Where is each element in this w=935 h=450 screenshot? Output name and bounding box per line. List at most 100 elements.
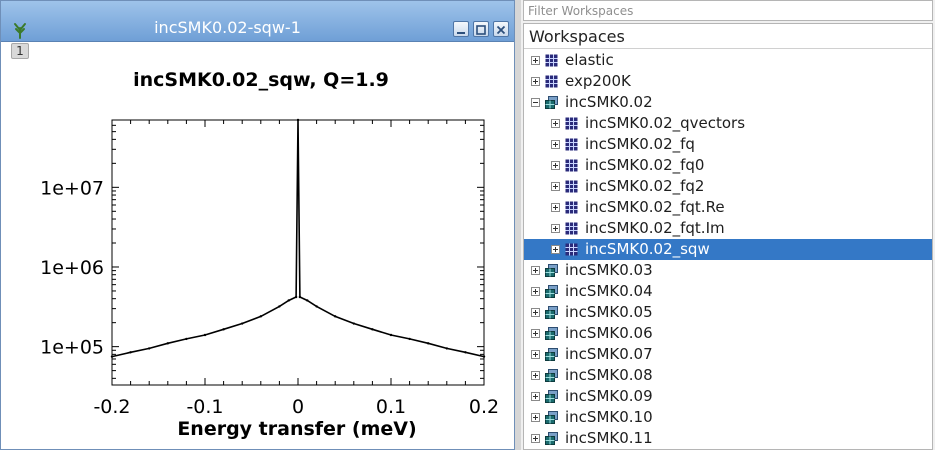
- workspace-row[interactable]: incSMK0.08: [524, 365, 932, 386]
- workspace-row[interactable]: incSMK0.03: [524, 260, 932, 281]
- matrix-workspace-icon: [565, 180, 578, 193]
- workspace-tree[interactable]: Workspaces elastic exp200K incSMK0.02 incSM…: [523, 23, 933, 450]
- workspace-label: incSMK0.08: [565, 366, 653, 384]
- expand-icon[interactable]: [551, 245, 560, 254]
- expand-icon[interactable]: [531, 287, 540, 296]
- data-point: [296, 118, 300, 122]
- workspace-group-icon: [545, 432, 558, 445]
- data-point: [278, 305, 281, 308]
- workspace-row[interactable]: incSMK0.10: [524, 407, 932, 428]
- plot-canvas[interactable]: incSMK0.02_sqw, Q=1.9 -0.2 -0.1 0 0.1 0.2 1e+…: [1, 1, 514, 449]
- data-point: [315, 305, 318, 308]
- workspace-row[interactable]: incSMK0.05: [524, 302, 932, 323]
- expand-icon[interactable]: [531, 392, 540, 401]
- expand-icon[interactable]: [531, 56, 540, 65]
- workspace-row[interactable]: incSMK0.02: [524, 92, 932, 113]
- series-line-0: [111, 119, 485, 358]
- workspace-label: exp200K: [565, 72, 631, 90]
- workspace-row[interactable]: incSMK0.04: [524, 281, 932, 302]
- y-tick-label: 1e+06: [40, 257, 104, 279]
- workspace-group-icon: [545, 411, 558, 424]
- y-tick-label: 1e+07: [40, 177, 104, 199]
- close-button[interactable]: [493, 21, 509, 37]
- expand-icon[interactable]: [531, 329, 540, 338]
- maximize-icon: [476, 25, 486, 35]
- layer-button[interactable]: 1: [11, 43, 29, 59]
- expand-icon[interactable]: [531, 371, 540, 380]
- workspace-label: incSMK0.02_sqw: [585, 240, 710, 258]
- expand-icon[interactable]: [551, 161, 560, 170]
- data-point: [482, 355, 486, 358]
- data-point: [464, 351, 467, 354]
- data-point: [166, 342, 169, 345]
- workspace-row[interactable]: incSMK0.02_fq: [524, 134, 932, 155]
- workspace-label: incSMK0.02_fqt.Im: [585, 219, 725, 237]
- matrix-workspace-icon: [565, 201, 578, 214]
- data-point: [306, 299, 309, 302]
- workspace-row[interactable]: elastic: [524, 50, 932, 71]
- minimize-button[interactable]: [453, 21, 469, 37]
- collapse-icon[interactable]: [531, 98, 540, 107]
- matrix-workspace-icon: [565, 138, 578, 151]
- workspace-group-icon: [545, 306, 558, 319]
- plot-window[interactable]: incSMK0.02-sqw-1 1 incSMK0.02_sqw, Q=1.9…: [0, 0, 515, 450]
- expand-icon[interactable]: [531, 308, 540, 317]
- matrix-workspace-icon: [565, 222, 578, 235]
- expand-icon[interactable]: [531, 266, 540, 275]
- window-title: incSMK0.02-sqw-1: [154, 18, 301, 37]
- y-tick-label: 1e+05: [40, 337, 104, 359]
- expand-icon[interactable]: [551, 224, 560, 233]
- data-point: [148, 347, 151, 350]
- workspace-group-icon: [545, 348, 558, 361]
- workspace-row[interactable]: incSMK0.02_fqt.Im: [524, 218, 932, 239]
- expand-icon[interactable]: [551, 119, 560, 128]
- window-titlebar[interactable]: incSMK0.02-sqw-1: [1, 1, 514, 42]
- workspace-label: incSMK0.02_fq2: [585, 177, 705, 195]
- workspace-row[interactable]: incSMK0.02_qvectors: [524, 113, 932, 134]
- expand-icon[interactable]: [551, 140, 560, 149]
- workspace-row[interactable]: incSMK0.02_fq2: [524, 176, 932, 197]
- data-point: [352, 322, 355, 325]
- workspace-group-icon: [545, 390, 558, 403]
- data-point: [389, 333, 393, 337]
- matrix-workspace-icon: [565, 159, 578, 172]
- workspace-group-icon: [545, 285, 558, 298]
- close-icon: [496, 25, 506, 35]
- workspace-row[interactable]: incSMK0.06: [524, 323, 932, 344]
- workspace-label: incSMK0.04: [565, 282, 653, 300]
- maximize-button[interactable]: [473, 21, 489, 37]
- data-point: [129, 351, 132, 354]
- expand-icon[interactable]: [531, 434, 540, 443]
- data-point: [287, 299, 290, 302]
- data-point: [427, 342, 430, 345]
- workspace-row[interactable]: incSMK0.02_fq0: [524, 155, 932, 176]
- expand-icon[interactable]: [531, 77, 540, 86]
- workspace-group-icon: [545, 369, 558, 382]
- workspace-label: incSMK0.02: [565, 93, 653, 111]
- data-point: [408, 337, 411, 341]
- workspace-row[interactable]: incSMK0.07: [524, 344, 932, 365]
- workspace-label: elastic: [565, 51, 614, 69]
- data-point: [203, 333, 207, 337]
- series-layer: [110, 118, 486, 358]
- workspace-row[interactable]: incSMK0.02_fqt.Re: [524, 197, 932, 218]
- expand-icon[interactable]: [551, 182, 560, 191]
- workspace-row[interactable]: incSMK0.09: [524, 386, 932, 407]
- workspace-row[interactable]: incSMK0.02_sqw: [524, 239, 932, 260]
- mantid-app-icon[interactable]: [11, 21, 29, 39]
- expand-icon[interactable]: [551, 203, 560, 212]
- workspace-row[interactable]: incSMK0.11: [524, 428, 932, 449]
- x-tick-label: 0: [292, 396, 304, 418]
- workspace-row[interactable]: exp200K: [524, 71, 932, 92]
- workspace-label: incSMK0.06: [565, 324, 653, 342]
- x-tick-label: -0.2: [93, 396, 130, 418]
- filter-workspaces-input[interactable]: [523, 0, 933, 21]
- workspace-group-icon: [545, 96, 558, 109]
- data-point: [222, 328, 225, 331]
- expand-icon[interactable]: [531, 350, 540, 359]
- workspace-label: incSMK0.10: [565, 408, 653, 426]
- data-point: [298, 295, 302, 299]
- matrix-workspace-icon: [565, 243, 578, 256]
- expand-icon[interactable]: [531, 413, 540, 422]
- workspace-label: incSMK0.02_qvectors: [585, 114, 746, 132]
